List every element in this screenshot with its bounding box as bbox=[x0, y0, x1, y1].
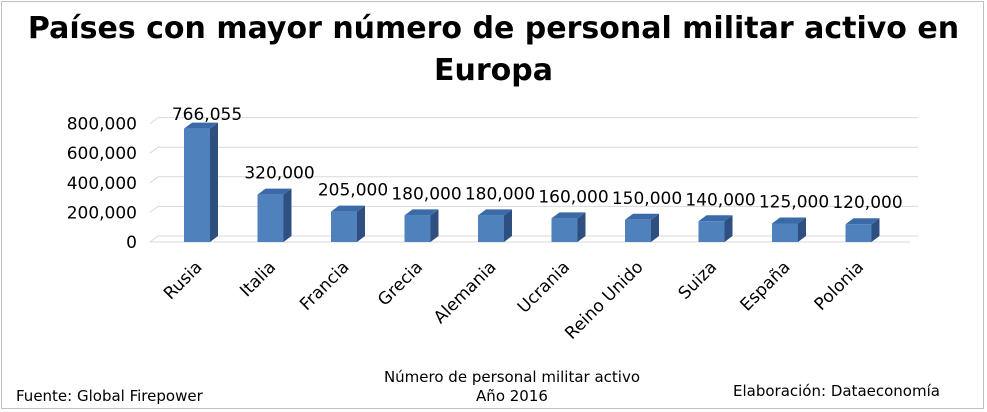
x-axis-title-line-1: Número de personal militar activo bbox=[383, 368, 641, 386]
data-label: 125,000 bbox=[759, 193, 829, 213]
bar-side bbox=[651, 213, 659, 242]
bar-side bbox=[283, 188, 292, 242]
x-tick-label: Rusia bbox=[160, 257, 207, 304]
y-tick-label: 600,000 bbox=[67, 144, 137, 164]
x-tick-label: Alemania bbox=[430, 257, 501, 328]
x-tick-label: Francia bbox=[296, 257, 353, 314]
bar-side bbox=[724, 215, 733, 242]
bar-top bbox=[698, 215, 733, 222]
y-tick-label: 800,000 bbox=[67, 115, 137, 135]
bar bbox=[184, 128, 210, 242]
bar-top bbox=[257, 188, 292, 195]
bar-top bbox=[184, 122, 218, 129]
data-label: 180,000 bbox=[465, 184, 535, 204]
x-tick-label: Grecia bbox=[374, 257, 427, 310]
x-tick-label: Ucrania bbox=[514, 257, 574, 317]
gridline-depth bbox=[149, 117, 159, 124]
bar-top bbox=[478, 209, 512, 216]
data-label: 160,000 bbox=[538, 187, 608, 207]
y-tick-label: 200,000 bbox=[67, 203, 137, 223]
bar bbox=[478, 215, 504, 242]
bar bbox=[257, 194, 284, 242]
x-tick-label: España bbox=[737, 257, 795, 315]
bar bbox=[331, 211, 357, 242]
bar-side bbox=[430, 209, 439, 242]
data-label: 205,000 bbox=[318, 181, 388, 201]
gridline-depth bbox=[149, 146, 159, 154]
bar-top bbox=[625, 213, 659, 220]
bar-side bbox=[577, 212, 586, 242]
y-tick-label: 400,000 bbox=[67, 174, 137, 194]
bar-top bbox=[331, 205, 365, 212]
x-axis-title-line-2: Año 2016 bbox=[476, 387, 548, 405]
x-axis-title: Número de personal militar activo Año 20… bbox=[347, 368, 677, 406]
bar-side bbox=[210, 122, 218, 242]
source-note: Fuente: Global Firepower bbox=[16, 387, 203, 405]
x-tick-label: Polonia bbox=[811, 257, 868, 314]
chart-title-line-2: Europa bbox=[434, 53, 553, 88]
x-tick-label: Suiza bbox=[675, 257, 721, 303]
bar bbox=[404, 215, 431, 242]
bar-top bbox=[551, 212, 586, 219]
bar bbox=[772, 223, 798, 242]
bar-side bbox=[504, 209, 512, 242]
bar bbox=[845, 224, 872, 242]
gridline-depth bbox=[149, 176, 159, 184]
bar-side bbox=[357, 205, 365, 242]
credit-note: Elaboración: Dataeconomía bbox=[733, 382, 940, 400]
data-label: 140,000 bbox=[685, 190, 755, 210]
data-label: 766,055 bbox=[172, 105, 242, 125]
bar bbox=[551, 218, 578, 242]
x-tick-label: Italia bbox=[236, 257, 280, 301]
gridline-depth bbox=[149, 235, 159, 243]
chart-title: Países con mayor número de personal mili… bbox=[0, 8, 987, 92]
bar bbox=[625, 219, 651, 242]
data-label: 320,000 bbox=[244, 164, 314, 184]
bar-side bbox=[798, 217, 806, 242]
data-label: 150,000 bbox=[612, 189, 682, 209]
bar-side bbox=[871, 218, 880, 242]
chart-title-line-1: Países con mayor número de personal mili… bbox=[27, 11, 960, 46]
y-tick-label: 0 bbox=[126, 233, 137, 253]
data-label: 120,000 bbox=[832, 193, 902, 213]
x-tick-label: Reino Unido bbox=[561, 257, 647, 343]
bar-top bbox=[772, 217, 806, 224]
bar bbox=[698, 221, 725, 242]
gridline-depth bbox=[149, 205, 159, 213]
bar-top bbox=[404, 209, 439, 216]
data-label: 180,000 bbox=[391, 184, 461, 204]
bar-top bbox=[845, 218, 880, 225]
